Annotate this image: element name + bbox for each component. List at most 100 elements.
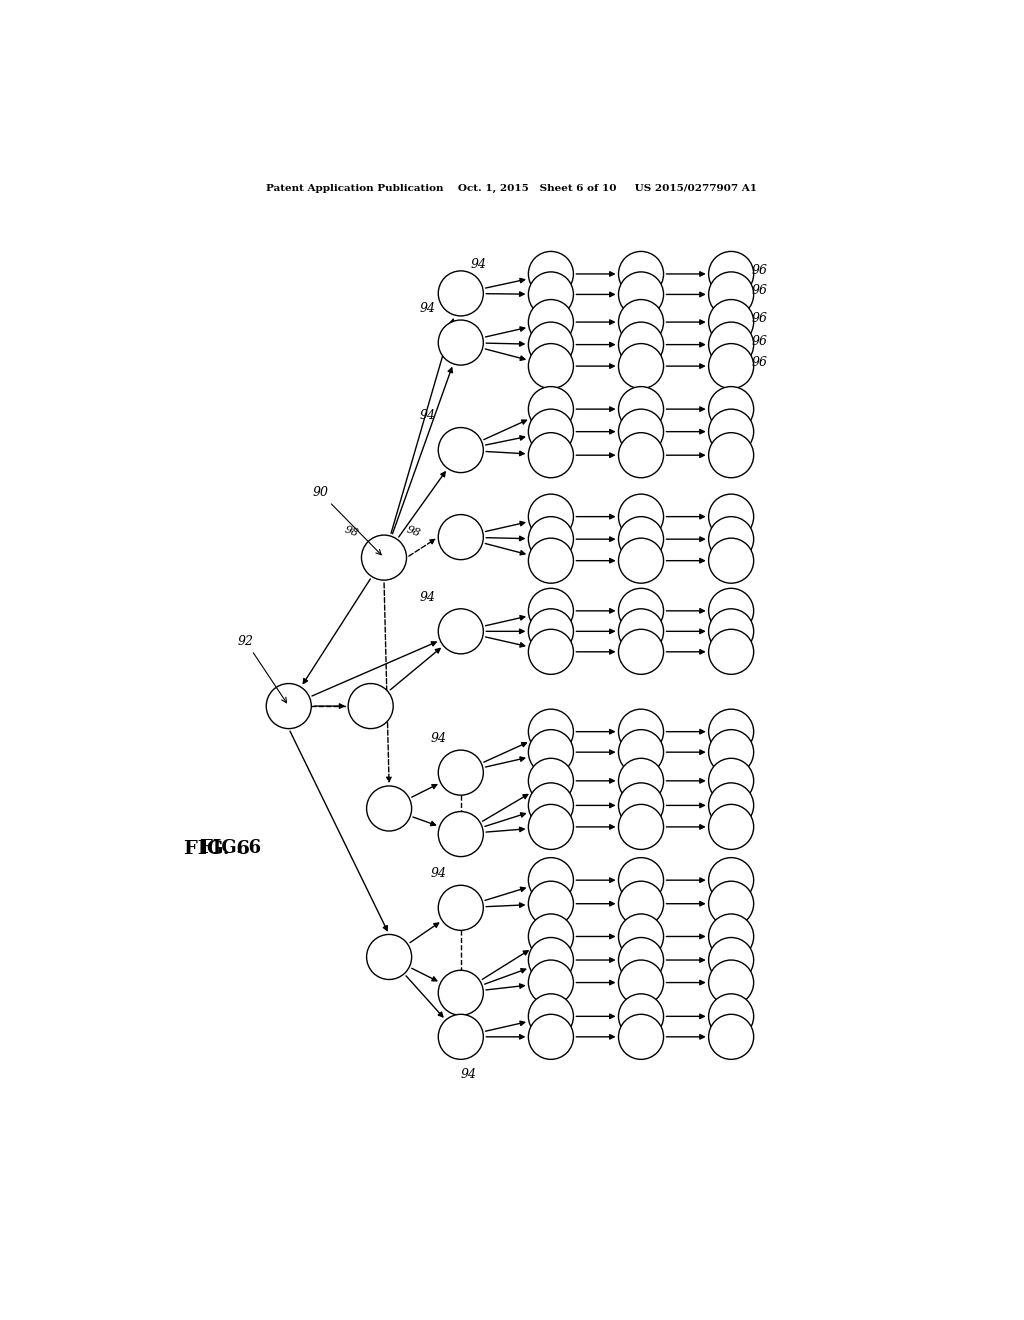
- Circle shape: [528, 783, 573, 828]
- Circle shape: [528, 913, 573, 960]
- Circle shape: [438, 970, 483, 1015]
- Circle shape: [528, 709, 573, 754]
- Circle shape: [709, 343, 754, 388]
- Circle shape: [709, 994, 754, 1039]
- Circle shape: [709, 960, 754, 1005]
- Circle shape: [709, 630, 754, 675]
- Text: 98: 98: [404, 525, 421, 539]
- Circle shape: [709, 409, 754, 454]
- Circle shape: [709, 322, 754, 367]
- Circle shape: [528, 300, 573, 345]
- Circle shape: [618, 758, 664, 804]
- Circle shape: [618, 804, 664, 850]
- Circle shape: [438, 428, 483, 473]
- Circle shape: [618, 858, 664, 903]
- Circle shape: [528, 804, 573, 850]
- Circle shape: [438, 271, 483, 315]
- Circle shape: [618, 609, 664, 653]
- Text: 94: 94: [461, 1068, 477, 1081]
- Circle shape: [528, 433, 573, 478]
- Circle shape: [528, 272, 573, 317]
- Circle shape: [528, 609, 573, 653]
- Text: 92: 92: [238, 635, 287, 702]
- Text: 94: 94: [471, 257, 487, 271]
- Circle shape: [528, 516, 573, 562]
- Circle shape: [528, 994, 573, 1039]
- Text: 96: 96: [752, 284, 768, 297]
- Circle shape: [618, 322, 664, 367]
- Circle shape: [618, 251, 664, 297]
- Circle shape: [709, 804, 754, 850]
- Text: 96: 96: [752, 312, 768, 325]
- Text: 94: 94: [420, 409, 436, 422]
- Circle shape: [618, 589, 664, 634]
- Circle shape: [528, 343, 573, 388]
- Text: 94: 94: [430, 867, 446, 880]
- Circle shape: [528, 960, 573, 1005]
- Circle shape: [528, 589, 573, 634]
- Circle shape: [618, 709, 664, 754]
- Circle shape: [618, 937, 664, 982]
- Circle shape: [709, 516, 754, 562]
- Circle shape: [618, 272, 664, 317]
- Circle shape: [618, 516, 664, 562]
- Circle shape: [618, 994, 664, 1039]
- Circle shape: [618, 494, 664, 539]
- Circle shape: [709, 251, 754, 297]
- Circle shape: [709, 709, 754, 754]
- Circle shape: [361, 535, 407, 579]
- Circle shape: [528, 858, 573, 903]
- Text: 94: 94: [420, 590, 436, 603]
- Circle shape: [709, 539, 754, 583]
- Text: 96: 96: [752, 264, 768, 277]
- Text: 94: 94: [420, 302, 436, 315]
- Circle shape: [528, 494, 573, 539]
- Circle shape: [266, 684, 311, 729]
- Circle shape: [709, 433, 754, 478]
- Circle shape: [348, 684, 393, 729]
- Circle shape: [618, 960, 664, 1005]
- Text: 96: 96: [752, 334, 768, 347]
- Circle shape: [528, 539, 573, 583]
- Text: 98: 98: [343, 525, 359, 539]
- Circle shape: [618, 630, 664, 675]
- Circle shape: [528, 882, 573, 927]
- Circle shape: [618, 730, 664, 775]
- Circle shape: [709, 783, 754, 828]
- Circle shape: [367, 785, 412, 832]
- Circle shape: [438, 886, 483, 931]
- Circle shape: [528, 251, 573, 297]
- Circle shape: [709, 589, 754, 634]
- Circle shape: [367, 935, 412, 979]
- Circle shape: [528, 937, 573, 982]
- Circle shape: [709, 730, 754, 775]
- Circle shape: [618, 409, 664, 454]
- Circle shape: [528, 387, 573, 432]
- Text: 90: 90: [312, 486, 381, 554]
- Circle shape: [709, 858, 754, 903]
- Circle shape: [618, 387, 664, 432]
- Circle shape: [528, 730, 573, 775]
- Circle shape: [618, 433, 664, 478]
- Circle shape: [709, 609, 754, 653]
- Circle shape: [709, 758, 754, 804]
- Circle shape: [709, 300, 754, 345]
- Circle shape: [709, 913, 754, 960]
- Text: 94: 94: [430, 731, 446, 744]
- Circle shape: [709, 387, 754, 432]
- Circle shape: [438, 515, 483, 560]
- Circle shape: [618, 539, 664, 583]
- Circle shape: [438, 812, 483, 857]
- Circle shape: [438, 750, 483, 795]
- Circle shape: [438, 319, 483, 366]
- Circle shape: [438, 609, 483, 653]
- Circle shape: [709, 494, 754, 539]
- Circle shape: [618, 300, 664, 345]
- Text: FIG. 6: FIG. 6: [184, 841, 250, 858]
- Text: 96: 96: [752, 356, 768, 370]
- Circle shape: [618, 343, 664, 388]
- Circle shape: [528, 322, 573, 367]
- Circle shape: [709, 1014, 754, 1060]
- Circle shape: [709, 937, 754, 982]
- Circle shape: [618, 913, 664, 960]
